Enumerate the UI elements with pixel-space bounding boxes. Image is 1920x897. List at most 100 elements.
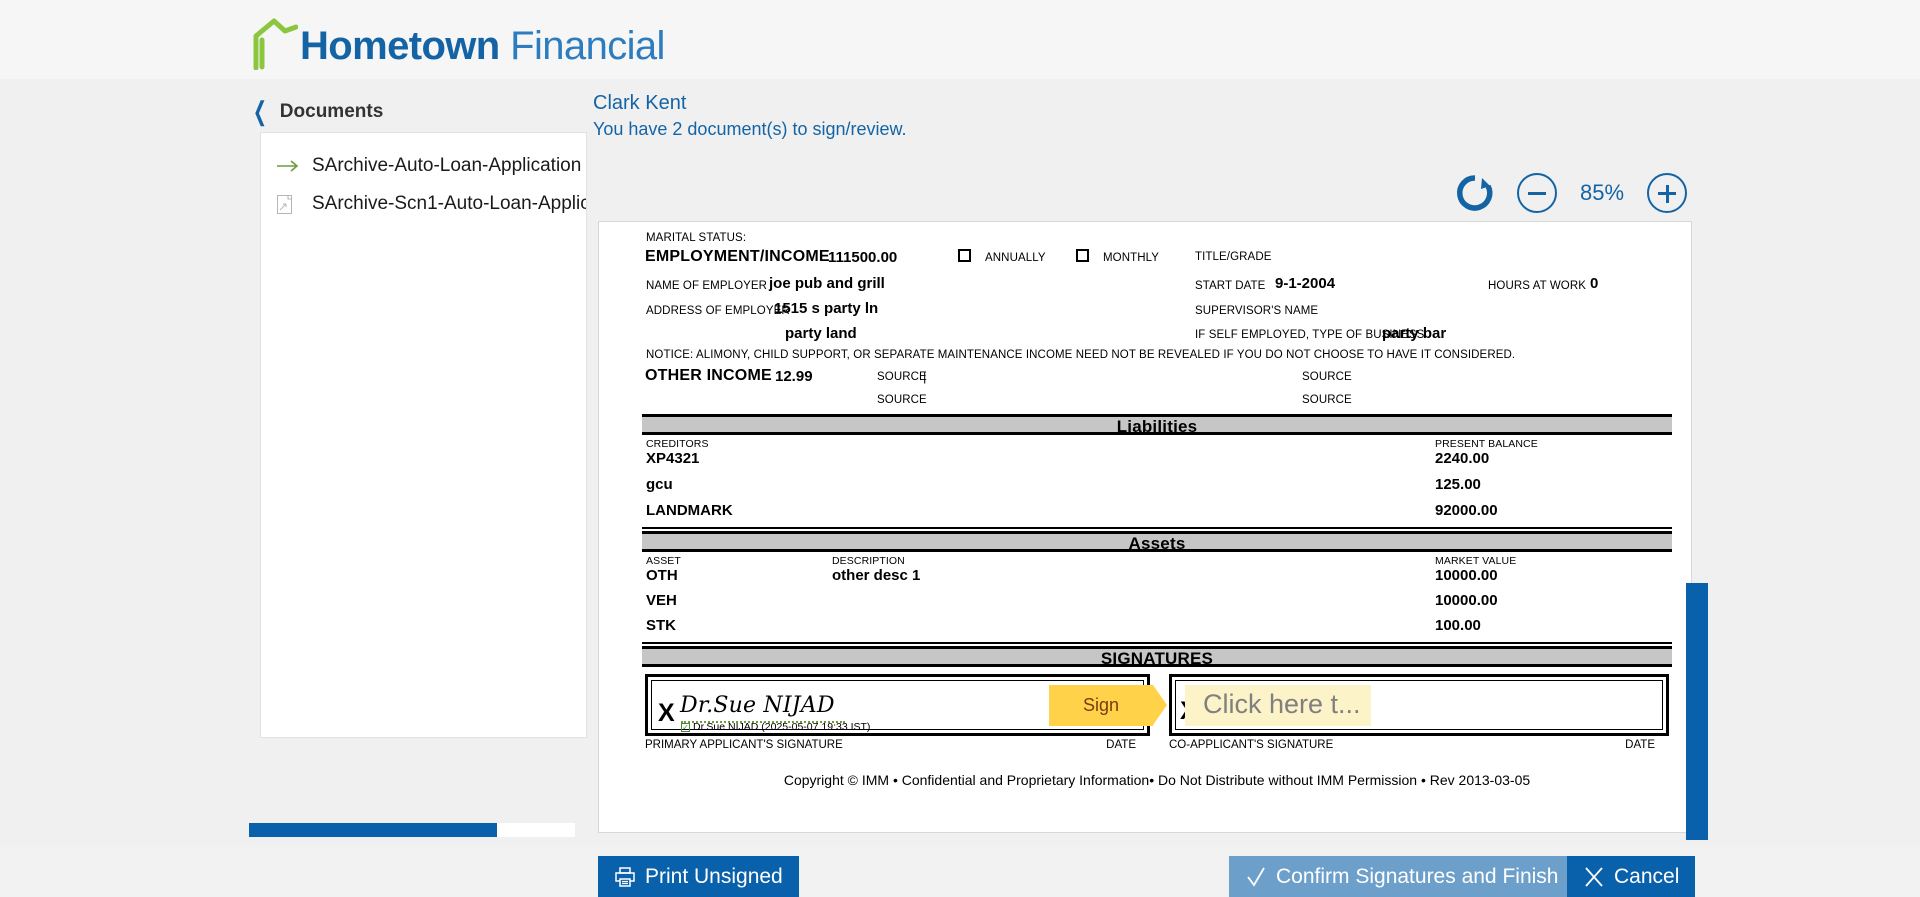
sidebar-hscrollbar-track[interactable]	[497, 823, 575, 837]
employer-name-value: joe pub and grill	[769, 275, 885, 292]
assets-col-description: DESCRIPTION	[832, 555, 905, 567]
page-document-icon	[277, 194, 303, 214]
document-list: SArchive-Auto-Loan-Application SArchive-…	[260, 132, 587, 738]
arrow-right-icon	[277, 160, 303, 172]
table-row: OTH other desc 1 10000.00	[642, 567, 1672, 592]
sidebar-hscrollbar-thumb[interactable]	[249, 823, 497, 837]
printer-icon	[615, 866, 635, 887]
list-item-label: SArchive-Scn1-Auto-Loan-Application	[312, 193, 586, 214]
liabilities-heading: Liabilities	[642, 414, 1672, 436]
document-page: MARITAL STATUS: EMPLOYMENT/INCOME 111500…	[642, 222, 1672, 788]
other-income-source-label-2: SOURCE	[1302, 371, 1352, 383]
employment-income-label: EMPLOYMENT/INCOME	[645, 248, 830, 265]
primary-date-caption: DATE	[1106, 739, 1136, 751]
liabilities-col-creditors: CREDITORS	[646, 438, 709, 450]
checkmark-icon	[1247, 867, 1265, 887]
user-name: Clark Kent	[593, 92, 687, 114]
zoom-controls: 85%	[1455, 173, 1687, 213]
page-body: ❮ Documents SArchive-Auto-Loan-Applicati…	[0, 79, 1920, 897]
documents-back-link[interactable]: ❮ Documents	[249, 97, 384, 127]
signatures-heading: SIGNATURES	[642, 646, 1672, 668]
liabilities-col-balance: PRESENT BALANCE	[1435, 438, 1538, 450]
employer-address-line2: party land	[785, 325, 857, 342]
liability-creditor: XP4321	[646, 450, 700, 467]
table-row: gcu 125.00	[642, 476, 1672, 502]
print-unsigned-label: Print Unsigned	[645, 864, 783, 888]
table-row: VEH 10000.00	[642, 592, 1672, 617]
start-date-value: 9-1-2004	[1275, 275, 1336, 292]
rotate-refresh-icon[interactable]	[1455, 173, 1495, 213]
liability-balance: 92000.00	[1435, 502, 1498, 519]
table-row: XP4321 2240.00	[642, 450, 1672, 476]
asset-description: other desc 1	[832, 567, 921, 584]
other-income-value: 12.99	[775, 368, 813, 385]
start-date-label: START DATE	[1195, 280, 1266, 292]
title-grade-label: TITLE/GRADE	[1195, 251, 1272, 263]
liability-creditor: gcu	[646, 476, 673, 493]
liability-creditor: LANDMARK	[646, 502, 733, 519]
brand-logo: Hometown Financial	[252, 10, 665, 70]
signature-inner-border	[1175, 680, 1663, 730]
assets-col-market-value: MARKET VALUE	[1435, 555, 1517, 567]
list-item-label: SArchive-Auto-Loan-Application	[312, 155, 582, 176]
brand-bar: Hometown Financial	[0, 0, 1920, 79]
self-employed-value: party bar	[1382, 325, 1447, 342]
zoom-out-button[interactable]	[1517, 173, 1557, 213]
user-document-message: You have 2 document(s) to sign/review.	[593, 119, 907, 139]
asset-type: OTH	[646, 567, 678, 584]
self-employed-label: IF SELF EMPLOYED, TYPE OF BUSINESS	[1195, 329, 1425, 341]
table-row: LANDMARK 92000.00	[642, 502, 1672, 529]
document-viewer[interactable]: MARITAL STATUS: EMPLOYMENT/INCOME 111500…	[598, 221, 1692, 833]
list-item-document-1[interactable]: SArchive-Auto-Loan-Application	[261, 147, 586, 185]
chevron-left-icon: ❮	[252, 97, 267, 127]
audit-check-icon: ✓	[681, 722, 690, 732]
primary-signature-text: Dr.Sue NIJAD	[680, 693, 835, 718]
income-notice-text: NOTICE: ALIMONY, CHILD SUPPORT, OR SEPAR…	[646, 349, 1516, 361]
signature-x-mark: X	[658, 699, 675, 727]
employer-address-label: ADDRESS OF EMPLOYER	[646, 305, 790, 317]
employment-income-value: 111500.00	[828, 249, 898, 266]
documents-back-label: Documents	[279, 101, 384, 122]
monthly-checkbox[interactable]	[1076, 249, 1089, 262]
supervisor-name-label: SUPERVISOR'S NAME	[1195, 305, 1319, 317]
user-info: Clark Kent You have 2 document(s) to sig…	[593, 90, 907, 142]
confirm-signatures-finish-label: Confirm Signatures and Finish	[1276, 864, 1559, 888]
asset-market-value: 100.00	[1435, 617, 1481, 634]
document-vertical-scrollbar-thumb[interactable]	[1686, 583, 1708, 840]
monthly-label: MONTHLY	[1103, 252, 1160, 264]
hours-at-work-value: 0	[1590, 275, 1599, 292]
annually-label: ANNUALLY	[985, 252, 1046, 264]
assets-heading: Assets	[642, 531, 1672, 553]
brand-name-light: Financial	[510, 24, 665, 68]
other-income-source-label-4: SOURCE	[1302, 394, 1352, 406]
cancel-button[interactable]: Cancel	[1567, 856, 1696, 897]
brand-name-bold: Hometown	[300, 24, 500, 68]
sign-button[interactable]: Sign	[1049, 685, 1167, 726]
confirm-signatures-finish-button[interactable]: Confirm Signatures and Finish	[1229, 856, 1575, 897]
coapplicant-date-caption: DATE	[1625, 739, 1655, 751]
print-unsigned-button[interactable]: Print Unsigned	[598, 856, 799, 897]
brand-name: Hometown Financial	[300, 24, 665, 68]
asset-market-value: 10000.00	[1435, 567, 1498, 584]
primary-signature-caption: PRIMARY APPLICANT'S SIGNATURE	[645, 739, 843, 751]
employer-address-line1: 1515 s party ln	[774, 300, 879, 317]
assets-col-asset: ASSET	[646, 555, 681, 567]
table-row: STK 100.00	[642, 617, 1672, 644]
liability-balance: 125.00	[1435, 476, 1481, 493]
primary-signature-audit: ✓ Dr.Sue NIJAD (2025-05-07 19:33 IST)	[681, 721, 870, 733]
primary-signature-audit-text: Dr.Sue NIJAD (2025-05-07 19:33 IST)	[693, 721, 871, 733]
coapplicant-click-here-placeholder[interactable]: Click here t...	[1185, 685, 1371, 726]
coapplicant-signature-box[interactable]: X Click here t...	[1169, 674, 1669, 736]
document-copyright: Copyright © IMM • Confidential and Propr…	[783, 772, 1531, 788]
other-income-source-label-1: SOURCE	[877, 371, 927, 383]
hours-at-work-label: HOURS AT WORK	[1488, 280, 1586, 292]
liability-balance: 2240.00	[1435, 450, 1490, 467]
list-item-document-2[interactable]: SArchive-Scn1-Auto-Loan-Application	[261, 185, 586, 223]
annually-checkbox[interactable]	[958, 249, 971, 262]
zoom-in-button[interactable]	[1647, 173, 1687, 213]
zoom-level-value: 85%	[1579, 180, 1625, 205]
close-x-icon	[1585, 866, 1603, 887]
coapplicant-signature-caption: CO-APPLICANT'S SIGNATURE	[1169, 739, 1334, 751]
text-cursor-caret: |	[923, 369, 927, 384]
marital-status-label: MARITAL STATUS:	[646, 232, 747, 244]
